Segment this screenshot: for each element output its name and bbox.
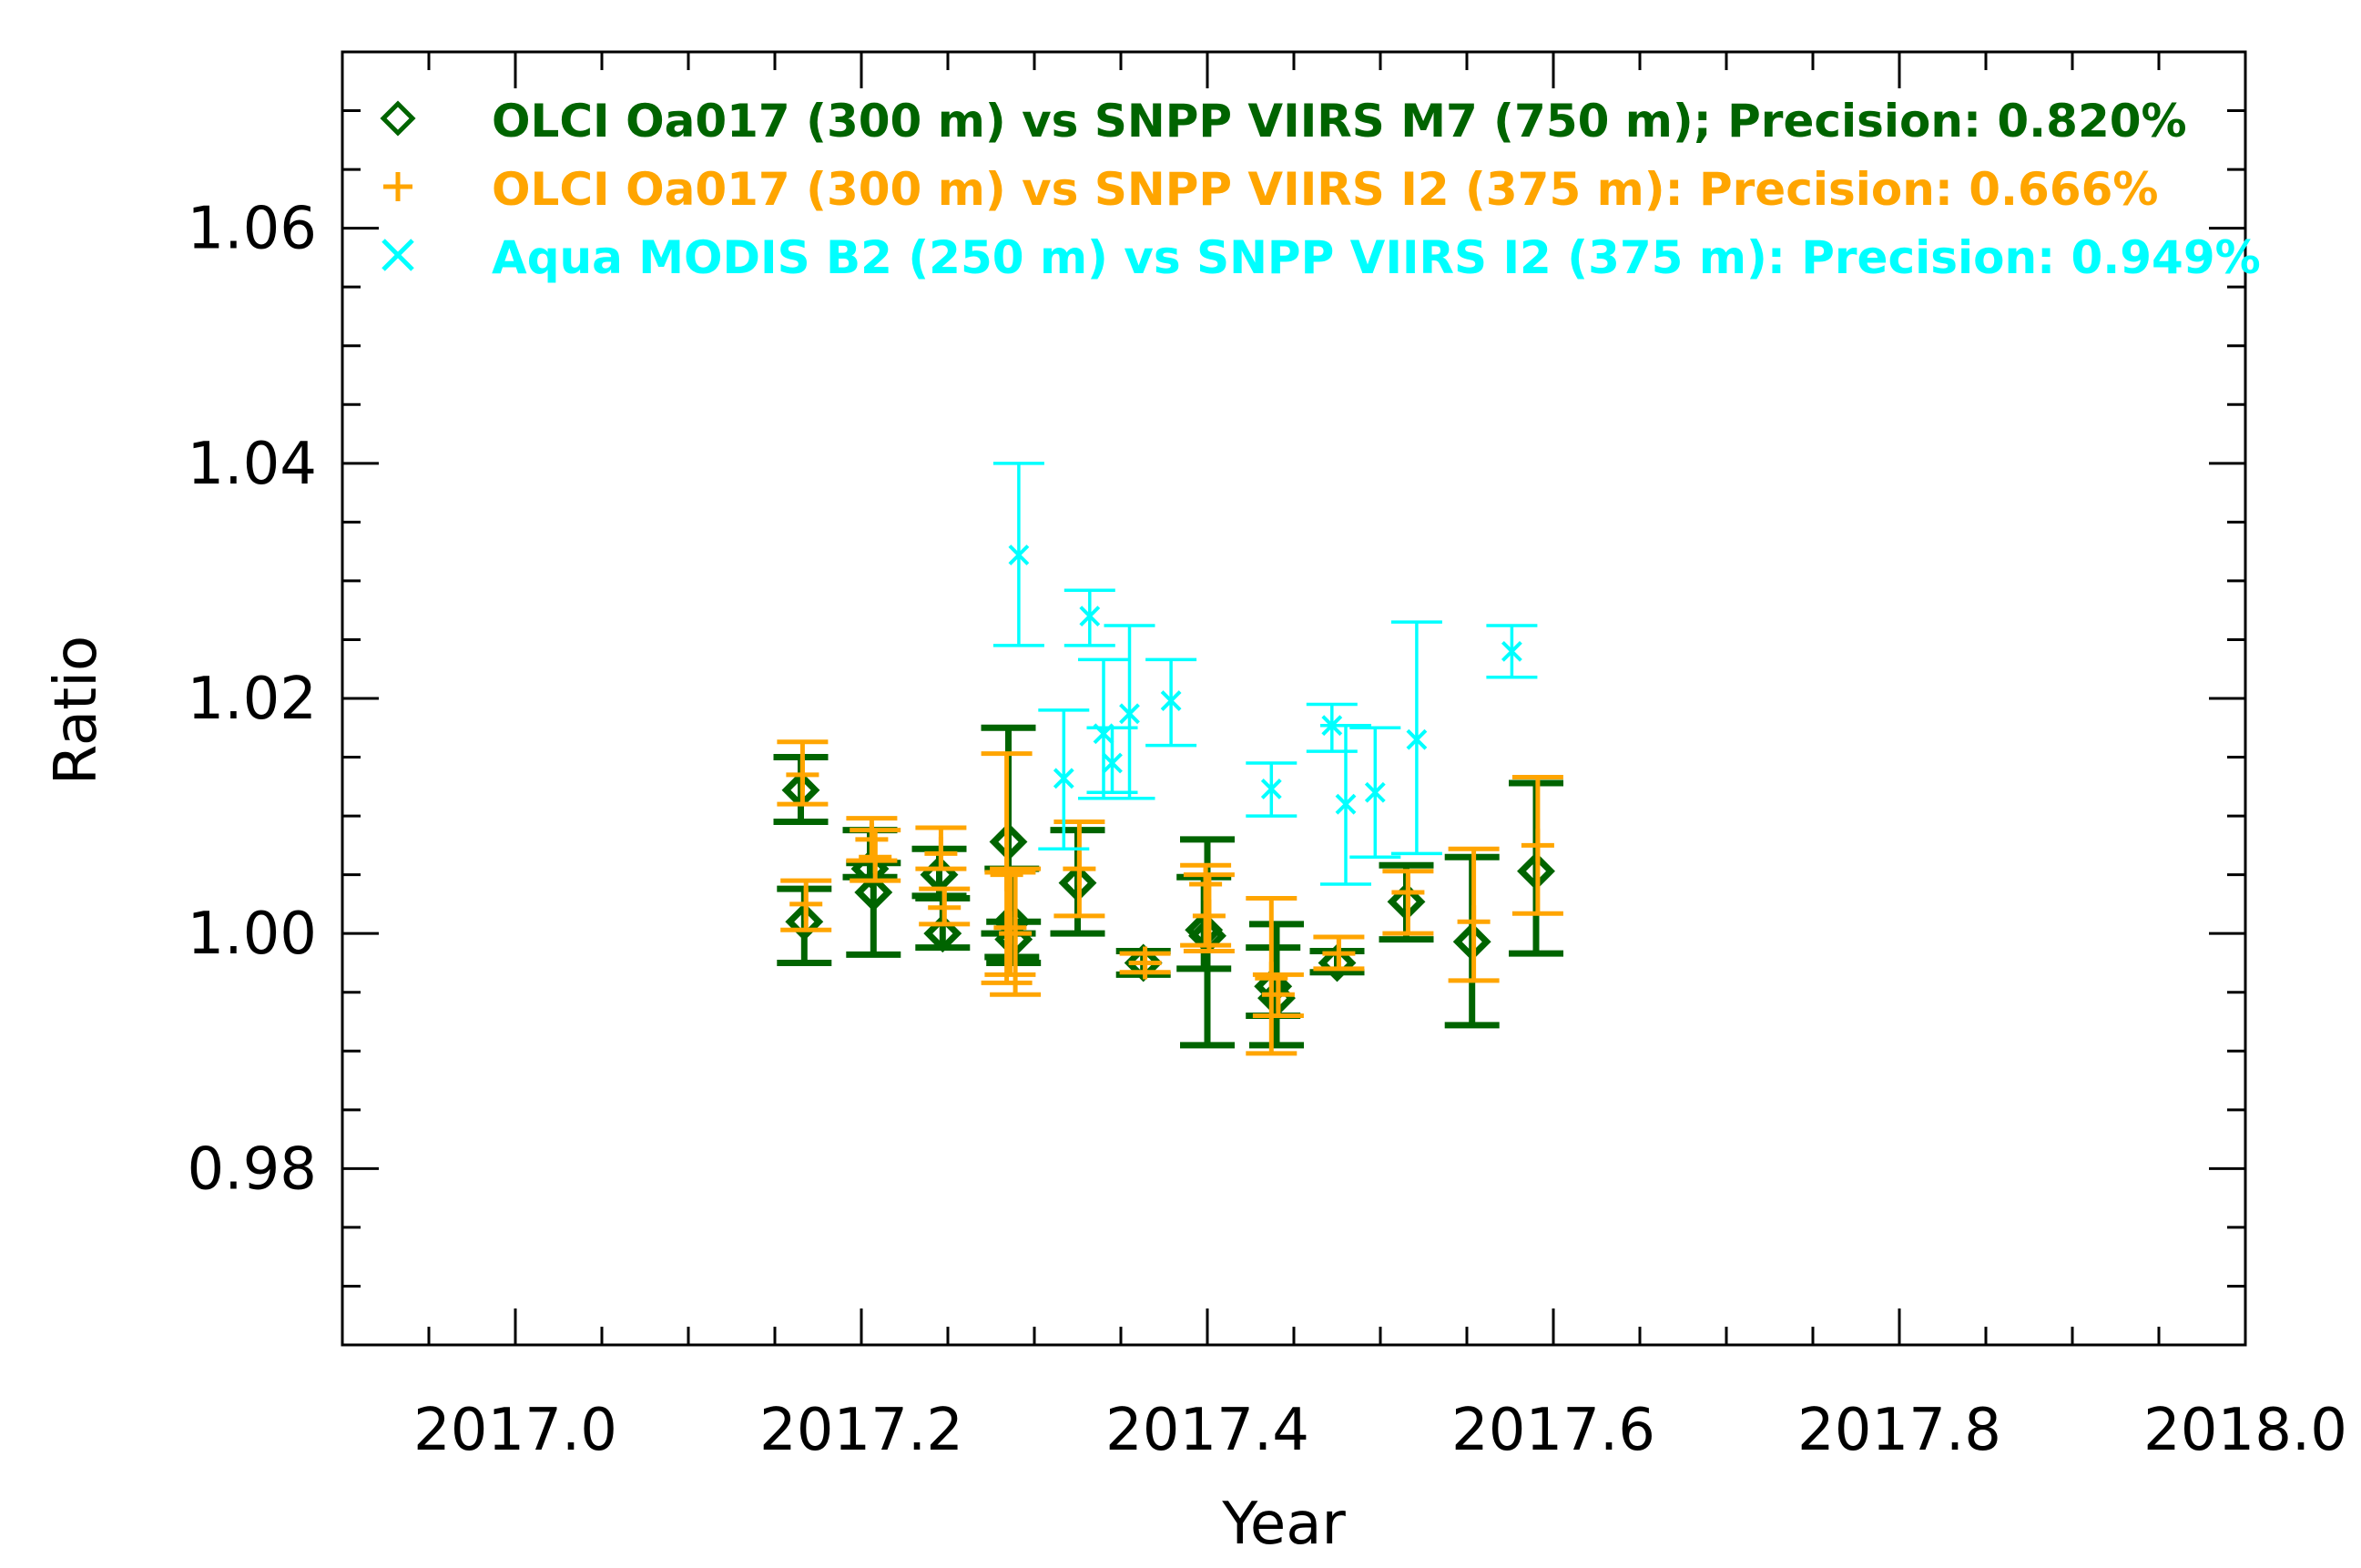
point-marker-plus	[993, 911, 1027, 944]
point-marker-x	[1008, 545, 1030, 565]
legend-marker-plus	[383, 172, 412, 201]
point-marker-x	[1160, 690, 1182, 711]
data-group	[773, 462, 1563, 1056]
legend-marker-x	[382, 239, 414, 271]
legend-entry: OLCI Oa017 (300 m) vs SNPP VIIRS I2 (375…	[383, 163, 2159, 216]
point-marker-plus	[1261, 978, 1295, 1012]
point-marker-plus	[1457, 905, 1491, 939]
x-tick-label: 2017.6	[1451, 1397, 1655, 1464]
point-marker-diamond	[854, 873, 893, 911]
series-plus	[777, 739, 1563, 1056]
data-point	[1252, 972, 1304, 1019]
point-marker-diamond	[785, 902, 824, 942]
data-point	[846, 816, 898, 863]
point-marker-plus	[1255, 962, 1288, 995]
x-tick-label: 2018.0	[2143, 1397, 2347, 1464]
y-tick-label: 1.02	[188, 666, 318, 733]
data-point	[1448, 846, 1500, 983]
y-tick-label: 1.06	[188, 196, 318, 263]
legend-label: Aqua MODIS B2 (250 m) vs SNPP VIIRS I2 (…	[492, 231, 2261, 284]
point-marker-x	[1335, 793, 1357, 815]
point-marker-x	[1260, 778, 1282, 799]
point-marker-x	[1364, 781, 1386, 803]
data-point	[1053, 820, 1105, 919]
point-marker-plus	[1521, 829, 1554, 862]
data-point	[1145, 657, 1197, 748]
y-tick-label: 0.98	[188, 1135, 318, 1203]
legend-marker-diamond	[380, 100, 416, 137]
data-point	[1063, 588, 1115, 647]
x-tick-label: 2017.2	[759, 1397, 963, 1464]
series-x	[992, 462, 1538, 886]
x-tick-label: 2017.8	[1797, 1397, 2001, 1464]
data-point	[984, 870, 1036, 977]
point-marker-x	[1119, 703, 1140, 725]
point-marker-x	[1079, 606, 1101, 627]
data-point	[1511, 774, 1563, 916]
legend: OLCI Oa017 (300 m) vs SNPP VIIRS M7 (750…	[380, 95, 2261, 284]
data-point	[1119, 946, 1171, 980]
point-marker-plus	[1192, 899, 1226, 932]
data-point	[1246, 761, 1298, 818]
legend-entry: OLCI Oa017 (300 m) vs SNPP VIIRS M7 (750…	[380, 95, 2187, 148]
data-point	[992, 462, 1044, 647]
data-point	[919, 886, 971, 927]
x-tick-label: 2017.4	[1105, 1397, 1309, 1464]
point-marker-x	[1501, 640, 1522, 662]
axes-group: 2017.0 2017.2 2017.4 2017.6 2017.8 2018.0 0.98…	[188, 50, 2347, 1464]
point-marker-plus	[1063, 852, 1096, 886]
y-tick-label: 1.04	[188, 431, 318, 498]
data-point	[1486, 624, 1538, 679]
data-point	[846, 860, 901, 958]
data-point	[1313, 934, 1365, 972]
data-point	[990, 866, 1042, 997]
data-point	[780, 878, 832, 932]
data-point	[1038, 708, 1090, 850]
data-point	[1320, 723, 1371, 886]
legend-entry: Aqua MODIS B2 (250 m) vs SNPP VIIRS I2 (…	[382, 231, 2261, 284]
point-marker-plus	[1128, 946, 1162, 980]
data-point	[777, 739, 829, 807]
data-point	[915, 825, 967, 871]
point-marker-x	[1102, 752, 1123, 774]
legend-label: OLCI Oa017 (300 m) vs SNPP VIIRS I2 (375…	[492, 163, 2159, 216]
data-point	[1382, 869, 1434, 936]
x-axis-label: Year	[1221, 1491, 1346, 1558]
point-marker-plus	[924, 837, 958, 871]
point-marker-plus	[786, 758, 819, 791]
data-point	[850, 828, 901, 883]
point-marker-plus	[1322, 937, 1356, 971]
point-marker-plus	[859, 840, 892, 874]
y-axis-label: Ratio	[43, 636, 110, 785]
point-marker-diamond	[923, 914, 962, 953]
point-marker-plus	[928, 891, 962, 924]
point-marker-plus	[999, 917, 1033, 951]
x-tick-label: 2017.0	[413, 1397, 617, 1464]
legend-label: OLCI Oa017 (300 m) vs SNPP VIIRS M7 (750…	[492, 95, 2187, 148]
point-marker-x	[1053, 768, 1074, 789]
point-marker-x	[1406, 728, 1428, 750]
data-point	[1390, 620, 1442, 856]
point-marker-diamond	[1318, 943, 1357, 983]
point-marker-plus	[789, 887, 823, 921]
point-marker-plus	[1391, 876, 1425, 909]
data-point	[1349, 726, 1401, 860]
data-point	[1104, 624, 1155, 800]
data-point	[1183, 872, 1235, 954]
y-tick-label: 1.00	[188, 901, 318, 968]
